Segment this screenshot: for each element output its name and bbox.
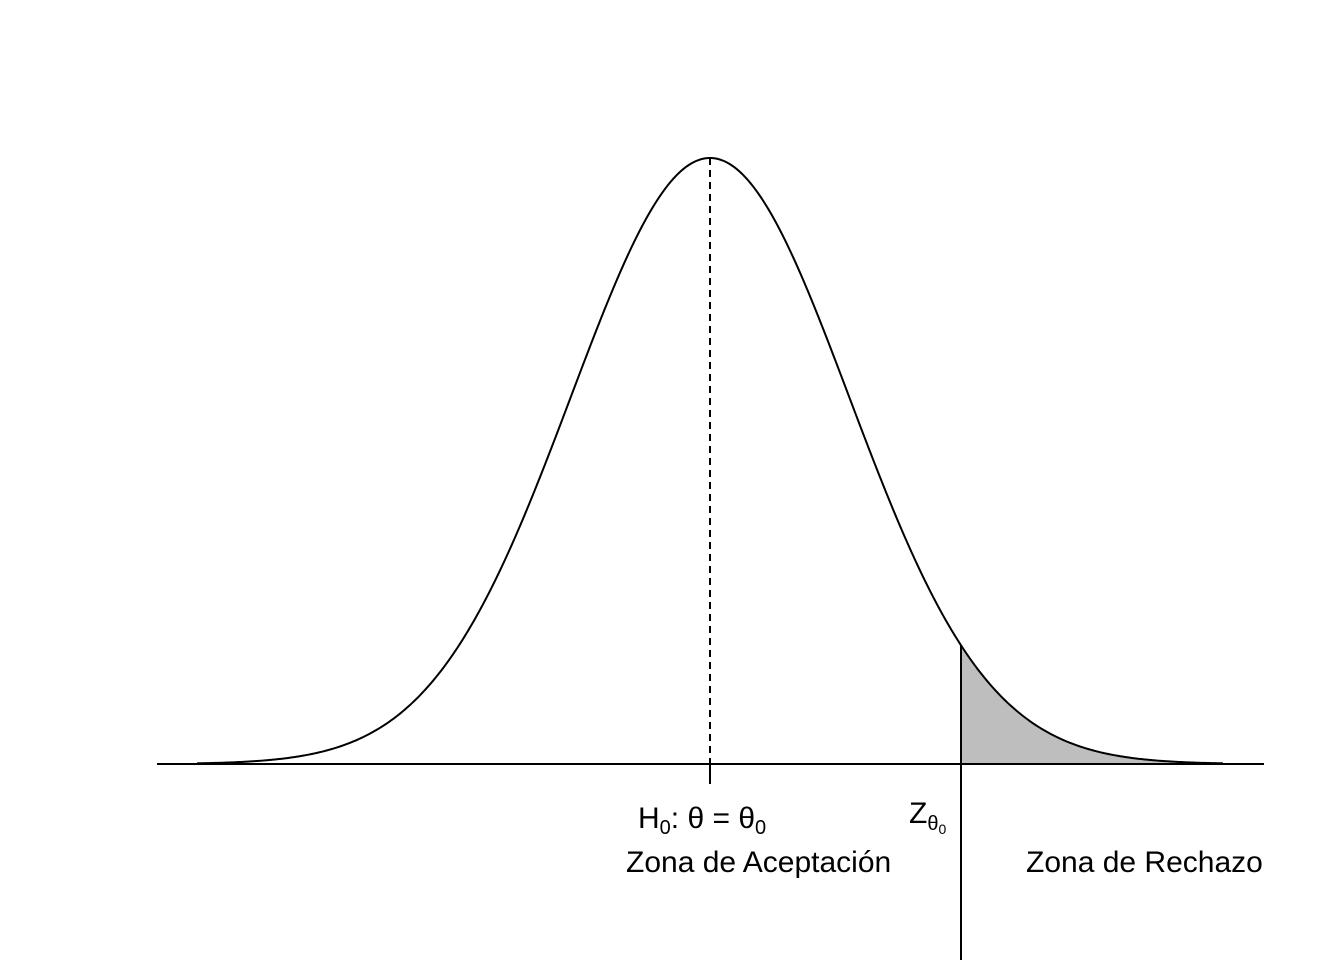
acceptance-zone-label: Zona de Aceptación (626, 846, 891, 879)
rejection-region-shading (961, 645, 1224, 764)
z-theta-subscript: θ (927, 813, 938, 835)
z-letter: Z (909, 797, 927, 830)
z-theta-sub-subscript: 0 (938, 821, 946, 837)
critical-value-label: Zθ0 (909, 797, 946, 837)
h-middle-text: : θ = θ (671, 802, 755, 835)
null-hypothesis-label: H0: θ = θ0 (638, 802, 766, 839)
h-subscript: 0 (660, 817, 671, 839)
rejection-zone-label: Zona de Rechazo (1026, 846, 1263, 879)
h-letter: H (638, 802, 660, 835)
theta-subscript: 0 (755, 817, 766, 839)
